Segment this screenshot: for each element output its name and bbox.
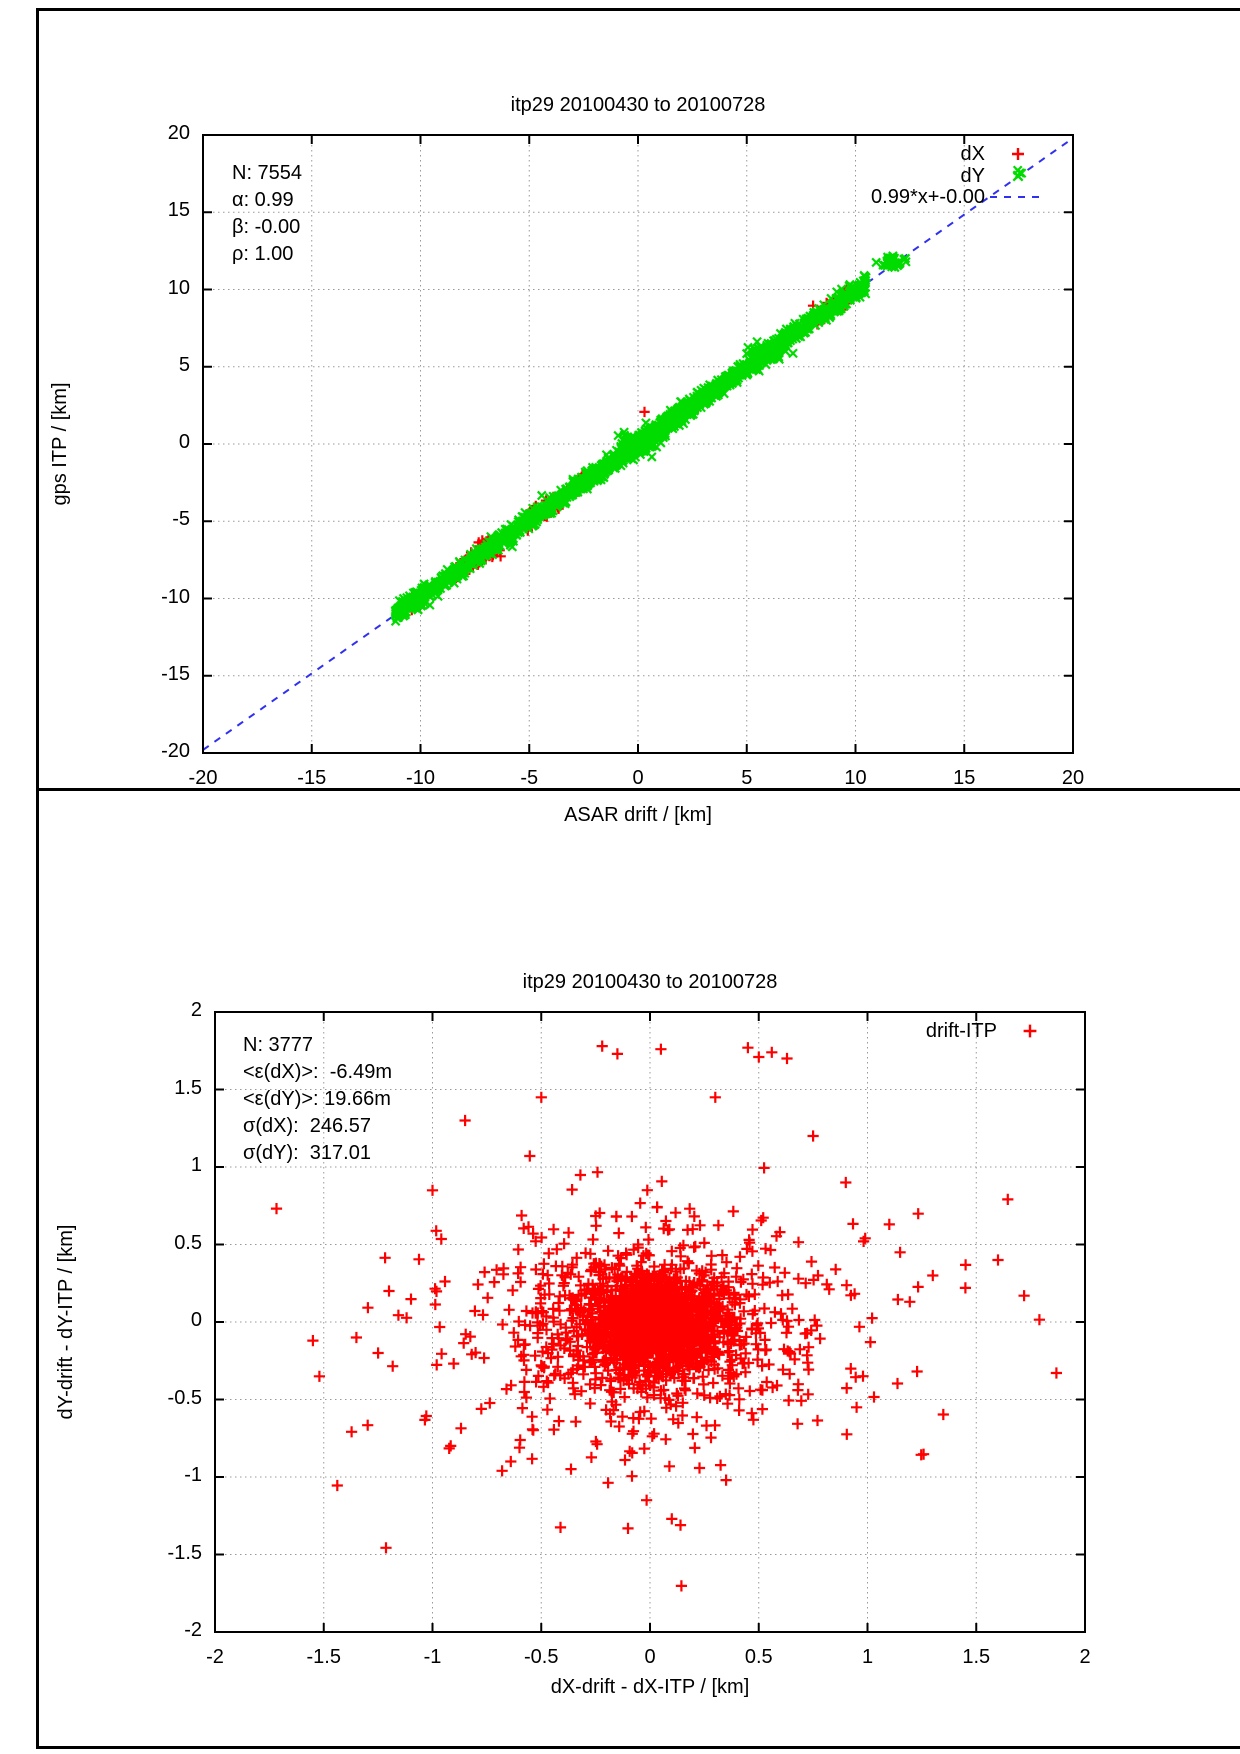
x-tick-label: -1: [423, 1646, 442, 1668]
x-tick-label: -10: [406, 767, 435, 789]
stats-line: ρ: 1.00: [232, 243, 294, 265]
legend-label: 0.99*x+-0.00: [871, 186, 985, 208]
panel-chart-bottom: itp29 20100430 to 20100728 dX-drift - dX…: [38, 790, 1240, 1746]
scatter-series-drift-ITP: [270, 1040, 1062, 1592]
x-axis-label: dX-drift - dX-ITP / [km]: [550, 1676, 750, 1698]
legend-label: dX: [960, 143, 985, 165]
x-tick-label: 20: [1061, 767, 1085, 789]
page-divider: [36, 788, 1240, 791]
y-tick-label: 5: [178, 353, 190, 376]
x-tick-label: 0: [632, 767, 644, 789]
scatter-series-dY: [390, 165, 1027, 627]
x-tick-label: -2: [206, 1646, 224, 1668]
y-tick-label: -5: [172, 508, 190, 531]
stats-line: <ε(dX)>: -6.49m: [243, 1061, 392, 1083]
x-tick-label: 15: [953, 767, 976, 789]
page-border-bottom: [36, 1746, 1240, 1749]
stats-line: N: 3777: [243, 1034, 314, 1056]
y-tick-label: -0.5: [167, 1386, 202, 1409]
legend-marker-plus-icon: [1012, 148, 1024, 160]
fit-line: [203, 137, 1073, 751]
x-tick-label: -15: [297, 767, 327, 789]
chart-title: itp29 20100430 to 20100728: [510, 94, 766, 116]
stats-line: N: 7554: [232, 162, 303, 184]
x-axis-label: ASAR drift / [km]: [564, 804, 712, 826]
y-tick-label: 20: [167, 122, 190, 144]
x-tick-label: 0: [644, 1646, 656, 1668]
y-tick-label: 10: [167, 276, 190, 299]
y-tick-label: -1.5: [167, 1541, 202, 1564]
x-tick-label: -5: [520, 767, 539, 789]
x-tick-label: 5: [741, 767, 753, 789]
stats-line: σ(dX): 246.57: [243, 1115, 371, 1137]
plot-canvas: [214, 1011, 1086, 1633]
x-tick-label: -20: [188, 767, 218, 789]
legend-marker-dash-icon: [990, 196, 1046, 198]
y-tick-label: -15: [161, 662, 190, 685]
stats-line: σ(dY): 317.01: [243, 1142, 371, 1164]
y-tick-label: 15: [167, 199, 190, 222]
y-tick-label: 0: [178, 431, 190, 453]
y-tick-label: 0: [190, 1309, 202, 1331]
stats-line: α: 0.99: [232, 189, 294, 211]
y-tick-label: 1.5: [174, 1076, 202, 1099]
plot-canvas: [202, 134, 1074, 754]
y-tick-label: -1: [184, 1464, 202, 1486]
panel-chart-top: itp29 20100430 to 20100728 ASAR drift / …: [38, 8, 1240, 826]
page-border-top: [36, 8, 1240, 11]
x-tick-label: 2: [1079, 1646, 1091, 1668]
legend-marker-cross-icon: [1012, 169, 1024, 182]
chart-title: itp29 20100430 to 20100728: [522, 971, 778, 993]
stats-line: <ε(dY)>: 19.66m: [243, 1088, 391, 1110]
x-tick-label: 1.5: [962, 1646, 991, 1668]
stats-block: N: 7554 α: 0.99 β: -0.00 ρ: 1.00: [232, 160, 302, 268]
y-tick-label: -2: [184, 1619, 202, 1641]
y-tick-label: 2: [190, 999, 202, 1021]
x-tick-label: 10: [844, 767, 867, 789]
y-tick-label: -20: [161, 740, 190, 762]
page-border-left: [36, 8, 39, 1749]
stats-line: β: -0.00: [232, 216, 301, 238]
legend-label: drift-ITP: [925, 1020, 997, 1042]
y-tick-label: -10: [161, 585, 190, 608]
x-tick-label: -0.5: [524, 1646, 559, 1668]
x-tick-label: 1: [861, 1646, 874, 1668]
x-tick-label: -1.5: [306, 1646, 341, 1668]
y-tick-label: 1: [190, 1154, 202, 1176]
y-tick-label: 0.5: [174, 1231, 202, 1254]
stats-block: N: 3777 <ε(dX)>: -6.49m <ε(dY)>: 19.66m σ(d…: [243, 1032, 392, 1167]
x-tick-label: 0.5: [744, 1646, 773, 1668]
legend-marker-plus-icon: [1023, 1024, 1037, 1038]
legend-label: dY: [960, 164, 985, 187]
